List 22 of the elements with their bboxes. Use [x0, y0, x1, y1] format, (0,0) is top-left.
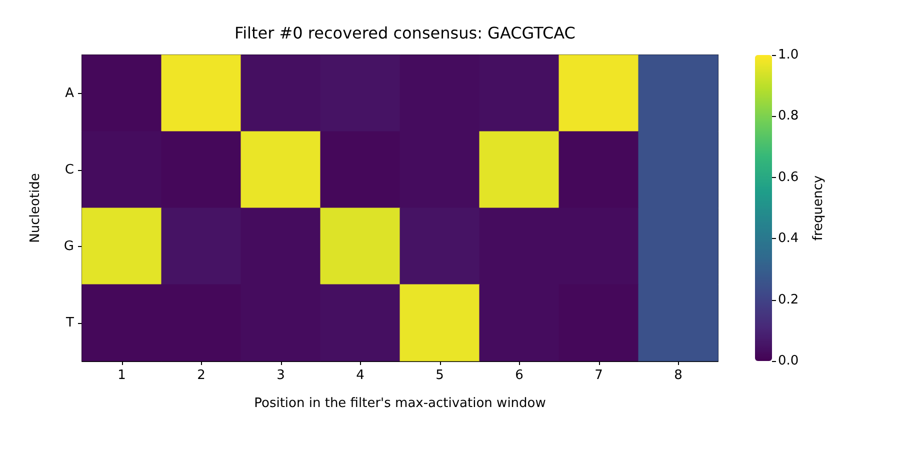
y-tick-label: C [64, 162, 74, 178]
x-tick-label: 2 [197, 368, 206, 383]
x-tick-label: 5 [436, 368, 444, 383]
color-bar-label: 0.8 [778, 108, 799, 124]
y-tick-label: T [65, 315, 74, 330]
color-bar-label: 0.0 [778, 354, 799, 368]
y-axis-title: Nucleotide [28, 173, 43, 243]
chart-title: Filter #0 recovered consensus: GACGTCAC [234, 24, 576, 42]
x-tick-label: 4 [356, 368, 364, 383]
x-tick-label: 8 [674, 368, 682, 383]
color-bar-label: 0.6 [778, 170, 799, 185]
y-tick-label: A [65, 86, 74, 101]
color-bar-label: 0.4 [778, 231, 799, 246]
y-tick-label: G [64, 238, 74, 254]
x-tick-label: 6 [515, 368, 524, 383]
color-bar-title: frequency [811, 175, 826, 241]
color-bar-label: 1.0 [778, 48, 799, 62]
x-tick-label: 1 [118, 368, 126, 383]
x-tick-label: 3 [276, 368, 285, 383]
color-bar-label: 0.2 [778, 292, 799, 308]
x-tick-label: 7 [594, 368, 603, 383]
x-axis-title: Position in the filter's max-activation window [254, 396, 546, 411]
